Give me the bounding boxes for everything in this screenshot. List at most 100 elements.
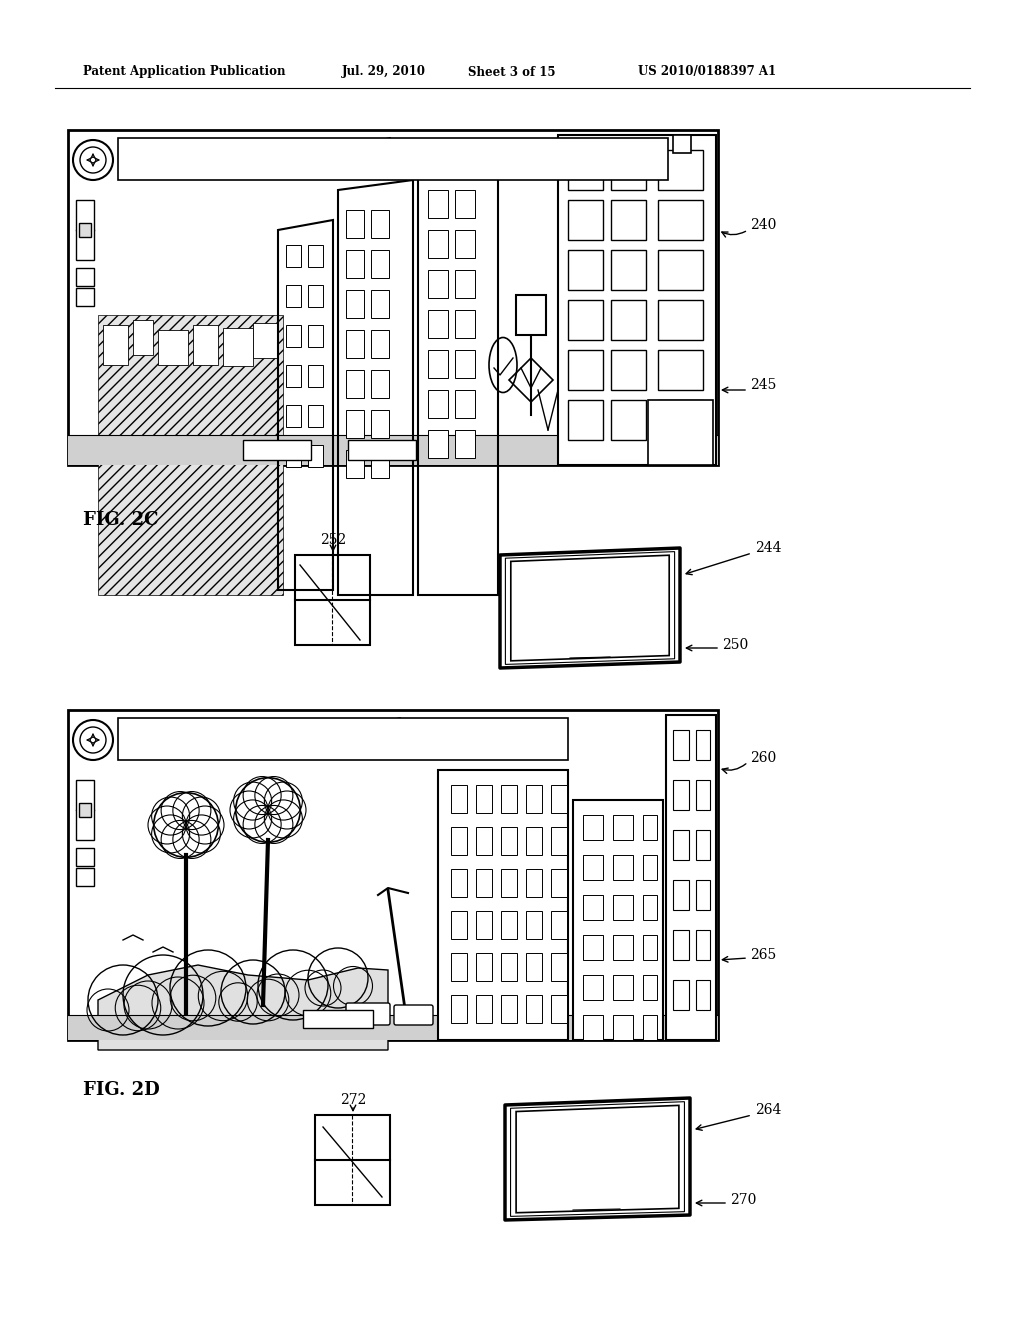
- Bar: [501, 911, 517, 939]
- Bar: [428, 271, 449, 298]
- Bar: [613, 855, 633, 880]
- Bar: [501, 869, 517, 898]
- Text: 1092 Lombard St., San Francisco CA, United States: 1092 Lombard St., San Francisco CA, Unit…: [126, 725, 392, 735]
- Bar: [673, 730, 689, 760]
- Bar: [428, 430, 449, 458]
- Bar: [611, 201, 646, 240]
- Bar: [658, 150, 703, 190]
- Text: 265: 265: [750, 948, 776, 962]
- Bar: [611, 400, 646, 440]
- Bar: [455, 230, 475, 257]
- Bar: [455, 430, 475, 458]
- Bar: [253, 323, 278, 358]
- Text: US 2010/0188397 A1: US 2010/0188397 A1: [638, 66, 776, 78]
- Bar: [611, 350, 646, 389]
- Bar: [346, 330, 364, 358]
- Bar: [658, 249, 703, 290]
- Bar: [568, 201, 603, 240]
- Bar: [76, 780, 94, 840]
- Bar: [551, 785, 567, 813]
- Bar: [68, 436, 718, 465]
- Bar: [303, 1010, 373, 1028]
- Bar: [286, 366, 301, 387]
- Bar: [696, 780, 710, 810]
- Text: 244: 244: [755, 541, 781, 554]
- Bar: [76, 869, 94, 886]
- Text: Address is approximate: Address is approximate: [126, 742, 249, 752]
- Bar: [118, 718, 568, 760]
- Bar: [611, 249, 646, 290]
- Bar: [666, 715, 716, 1040]
- Bar: [308, 325, 323, 347]
- Bar: [611, 150, 646, 190]
- Bar: [455, 271, 475, 298]
- Bar: [613, 1015, 633, 1040]
- Bar: [371, 210, 389, 238]
- Bar: [346, 370, 364, 399]
- Bar: [371, 370, 389, 399]
- Bar: [286, 325, 301, 347]
- Bar: [551, 828, 567, 855]
- Text: 260: 260: [750, 751, 776, 766]
- Bar: [526, 785, 542, 813]
- Text: 252: 252: [319, 533, 346, 546]
- Bar: [371, 290, 389, 318]
- Bar: [476, 911, 492, 939]
- Bar: [68, 710, 718, 1040]
- Bar: [551, 911, 567, 939]
- Bar: [118, 139, 668, 180]
- Text: 250: 250: [722, 638, 749, 652]
- Bar: [428, 310, 449, 338]
- Text: Lombard St.: Lombard St.: [250, 446, 304, 454]
- Bar: [613, 814, 633, 840]
- Bar: [286, 246, 301, 267]
- Bar: [573, 800, 663, 1040]
- Bar: [568, 150, 603, 190]
- Bar: [315, 1115, 390, 1205]
- Text: 25: 25: [524, 304, 538, 314]
- Text: Jul. 29, 2010: Jul. 29, 2010: [342, 66, 426, 78]
- Bar: [371, 330, 389, 358]
- Bar: [451, 953, 467, 981]
- Bar: [551, 953, 567, 981]
- Bar: [673, 880, 689, 909]
- Bar: [286, 285, 301, 308]
- Bar: [476, 828, 492, 855]
- Bar: [558, 135, 716, 465]
- Bar: [568, 400, 603, 440]
- Bar: [696, 979, 710, 1010]
- Bar: [476, 785, 492, 813]
- Bar: [428, 230, 449, 257]
- Bar: [451, 785, 467, 813]
- Bar: [583, 935, 603, 960]
- Bar: [371, 411, 389, 438]
- Bar: [516, 294, 546, 335]
- Bar: [583, 855, 603, 880]
- Bar: [371, 450, 389, 478]
- Bar: [455, 310, 475, 338]
- Bar: [611, 300, 646, 341]
- Bar: [103, 325, 128, 366]
- Bar: [501, 785, 517, 813]
- Bar: [643, 895, 657, 920]
- Text: Lombard St.: Lombard St.: [310, 1015, 366, 1023]
- Bar: [501, 995, 517, 1023]
- Bar: [308, 445, 323, 467]
- Text: 1092 Lombard St., San Francisco CA, United States: 1092 Lombard St., San Francisco CA, Unit…: [126, 145, 392, 154]
- Bar: [526, 869, 542, 898]
- Bar: [696, 830, 710, 861]
- Bar: [451, 995, 467, 1023]
- Bar: [428, 350, 449, 378]
- Text: FIG. 2C: FIG. 2C: [83, 511, 159, 529]
- Bar: [658, 400, 703, 440]
- Text: 264: 264: [755, 1104, 781, 1117]
- Bar: [428, 190, 449, 218]
- Bar: [526, 995, 542, 1023]
- Bar: [643, 1015, 657, 1040]
- Bar: [68, 129, 718, 465]
- Bar: [346, 249, 364, 279]
- Bar: [583, 975, 603, 1001]
- Bar: [613, 935, 633, 960]
- Bar: [696, 931, 710, 960]
- Bar: [193, 325, 218, 366]
